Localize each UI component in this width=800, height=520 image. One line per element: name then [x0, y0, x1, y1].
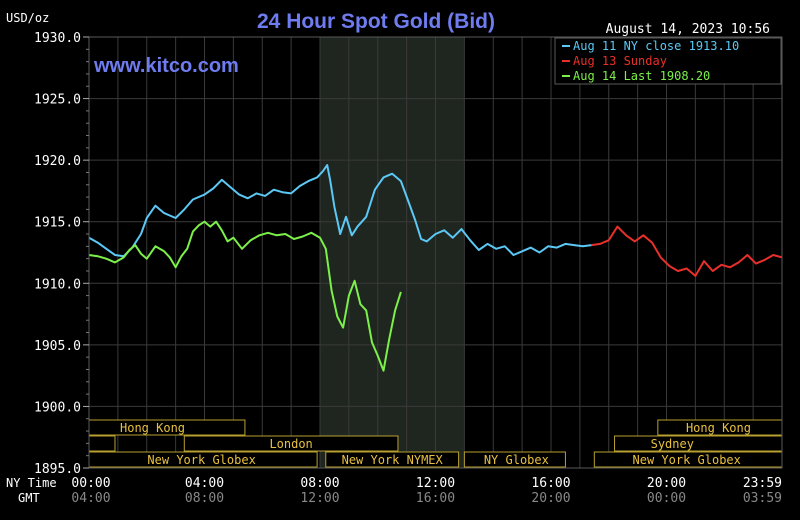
price-series	[88, 164, 783, 372]
legend-box	[554, 37, 782, 85]
session-label: London	[269, 437, 312, 451]
y-tick-label: 1895.0	[34, 462, 81, 477]
legend-entry: Aug 11 NY close 1913.10	[573, 39, 739, 53]
y-axis-label: USD/oz	[6, 11, 49, 25]
y-tick-label: 1915.0	[34, 216, 81, 231]
y-axis-ticks: 1930.0 1925.0 1920.0 1915.0 1910.0 1905.0 1900…	[34, 31, 89, 477]
session-box	[325, 451, 460, 468]
series-line	[88, 164, 592, 258]
x-row-label-ny: NY Time	[6, 476, 57, 490]
x-tick-label-gmt: 12:00	[300, 491, 339, 506]
x-row-label-gmt: GMT	[18, 491, 40, 505]
y-tick-label: 1900.0	[34, 400, 81, 415]
series-line	[591, 225, 783, 277]
chart-title: 24 Hour Spot Gold (Bid)	[257, 10, 495, 33]
x-tick-label-gmt: 03:59	[743, 491, 782, 506]
session-box	[88, 435, 116, 452]
x-tick-label-ny: 04:00	[185, 476, 224, 491]
datetime-stamp: August 14, 2023 10:56	[606, 22, 770, 37]
x-tick-label-gmt: 08:00	[185, 491, 224, 506]
session-label: Hong Kong	[120, 421, 185, 435]
session-label: New York Globex	[633, 453, 741, 467]
session-label: Sydney	[651, 437, 694, 451]
y-tick-label: 1910.0	[34, 277, 81, 292]
watermark: www.kitco.com	[93, 55, 239, 77]
x-tick-label-gmt: 04:00	[71, 491, 110, 506]
x-tick-label-gmt: 20:00	[531, 491, 570, 506]
session-label: New York Globex	[147, 453, 255, 467]
session-label: NY Globex	[484, 453, 549, 467]
x-tick-label-ny: 12:00	[416, 476, 455, 491]
session-box	[183, 435, 399, 452]
session-box	[463, 451, 566, 468]
y-tick-label: 1905.0	[34, 339, 81, 354]
x-tick-label-ny: 20:00	[647, 476, 686, 491]
x-tick-label-ny: 00:00	[71, 476, 110, 491]
x-axis-ticks: 00:0004:0004:0008:0008:0012:0012:0016:00…	[71, 476, 782, 506]
x-tick-label-gmt: 16:00	[416, 491, 455, 506]
x-tick-label-ny: 23:59	[743, 476, 782, 491]
legend-entry: Aug 14 Last 1908.20	[573, 69, 710, 83]
series-line	[88, 220, 402, 372]
y-tick-label: 1930.0	[34, 31, 81, 46]
trading-sessions: Hong Kong London New York Globex New York N…	[88, 419, 783, 468]
y-tick-label: 1920.0	[34, 154, 81, 169]
legend-entry: Aug 13 Sunday	[573, 54, 667, 68]
shaded-session-band	[320, 37, 465, 468]
session-label: Hong Kong	[686, 421, 751, 435]
x-tick-label-ny: 08:00	[300, 476, 339, 491]
x-tick-label-gmt: 00:00	[647, 491, 686, 506]
y-tick-label: 1925.0	[34, 93, 81, 108]
x-tick-label-ny: 16:00	[531, 476, 570, 491]
session-box	[614, 435, 783, 452]
session-label: New York NYMEX	[342, 453, 444, 467]
plot-frame	[88, 36, 783, 469]
